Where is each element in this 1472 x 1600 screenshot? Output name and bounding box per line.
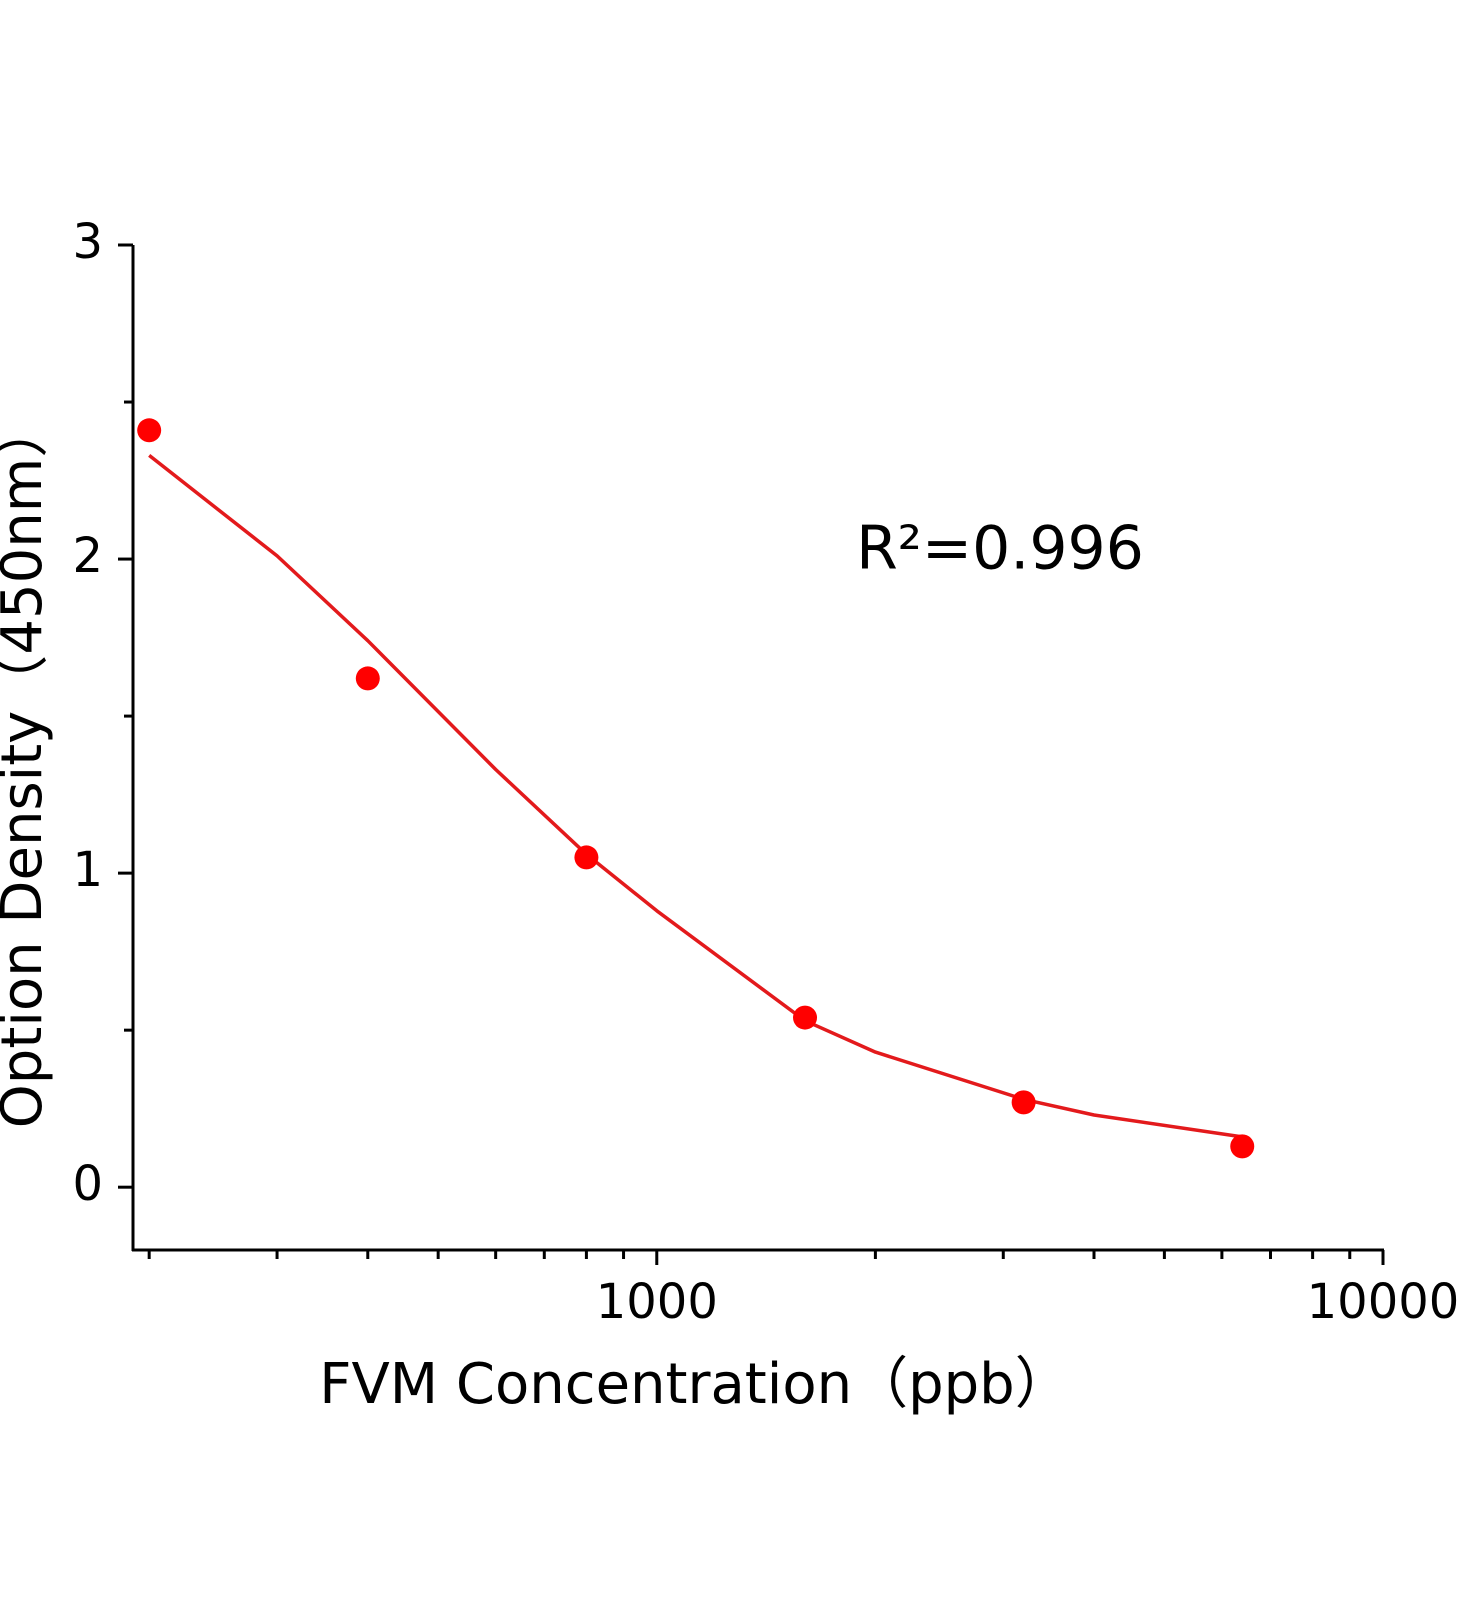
data-point (1230, 1134, 1255, 1159)
x-axis-label: FVM Concentration（ppb） (319, 1352, 1070, 1417)
fit-curve (148, 454, 1243, 1139)
data-point (355, 666, 380, 691)
annotation: R²=0.996 (856, 514, 1144, 584)
y-tick-label: 1 (72, 842, 103, 898)
x-tick-label: 10000 (1307, 1274, 1460, 1330)
data-point (137, 418, 162, 443)
y-tick-label: 2 (72, 528, 103, 584)
y-tick-label: 3 (72, 214, 103, 270)
data-point (1011, 1090, 1036, 1115)
data-point (793, 1005, 818, 1030)
y-axis-label: Option Density（450nm） (0, 402, 55, 1129)
x-tick-label: 1000 (596, 1274, 718, 1330)
data-point (574, 845, 599, 870)
y-tick-label: 0 (72, 1156, 103, 1212)
